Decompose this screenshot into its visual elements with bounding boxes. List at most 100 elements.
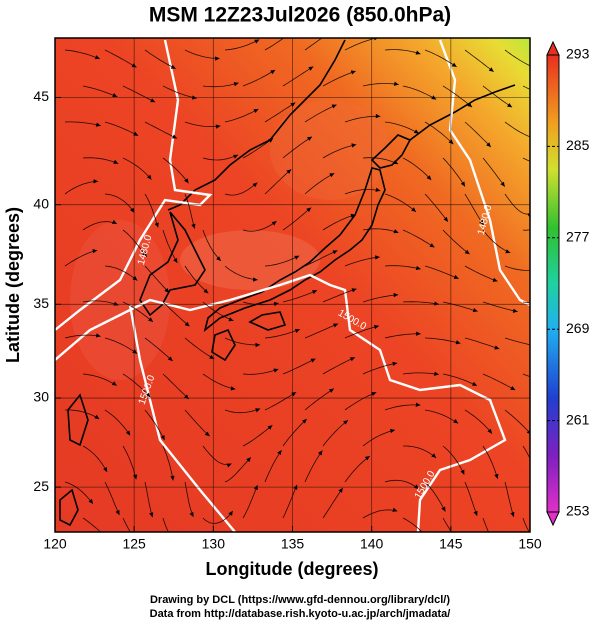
- y-axis-label: Latitude (degrees): [3, 207, 23, 363]
- coastline: [67, 393, 89, 447]
- coastline: [139, 211, 206, 317]
- streamline: [202, 82, 239, 88]
- streamline: [322, 144, 357, 159]
- stream-arrow: [167, 356, 173, 362]
- streamline: [304, 38, 323, 51]
- streamline: [104, 193, 135, 213]
- streamline: [504, 481, 515, 518]
- stream-arrow: [255, 408, 261, 413]
- stream-arrow: [270, 69, 276, 75]
- streamline: [264, 38, 285, 51]
- stream-arrow: [350, 70, 356, 75]
- stream-arrow: [94, 414, 100, 419]
- streamline: [82, 517, 102, 532]
- colorbar-tick-label: 269: [566, 320, 590, 336]
- stream-arrow: [338, 487, 343, 493]
- stream-arrow: [413, 484, 419, 490]
- stream-arrow: [416, 331, 421, 336]
- y-tick-label: 35: [33, 295, 49, 311]
- streamline: [224, 265, 258, 281]
- stream-arrow: [203, 288, 209, 294]
- stream-arrow: [532, 136, 537, 140]
- x-tick-label: 130: [202, 536, 226, 552]
- stream-arrow: [429, 243, 435, 248]
- streamline: [122, 85, 156, 103]
- streamline: [504, 265, 530, 271]
- stream-arrow: [364, 456, 370, 461]
- stream-arrow: [443, 216, 448, 222]
- stream-arrow: [290, 30, 295, 35]
- stream-arrow: [434, 371, 439, 376]
- stream-arrow: [543, 207, 547, 212]
- streamline: [242, 424, 273, 447]
- stream-arrow: [332, 250, 338, 255]
- stream-arrow: [390, 428, 395, 434]
- stream-arrow: [494, 473, 499, 479]
- streamline: [344, 38, 378, 51]
- streamline: [424, 121, 454, 145]
- colorbar-arrow: [546, 511, 560, 527]
- stream-arrow: [255, 342, 261, 348]
- stream-arrow: [535, 474, 539, 479]
- stream-arrow: [329, 173, 335, 178]
- streamlines: [64, 30, 547, 532]
- stream-arrow: [164, 287, 170, 293]
- streamline: [402, 372, 439, 375]
- stream-arrow: [95, 333, 101, 338]
- streamline: [242, 69, 276, 87]
- stream-arrow: [349, 357, 355, 362]
- y-tick-label: 25: [33, 478, 49, 494]
- streamline: [304, 450, 323, 483]
- stream-arrow: [535, 268, 540, 272]
- stream-arrow: [431, 453, 437, 458]
- streamline: [224, 408, 261, 414]
- stream-arrow: [215, 56, 220, 61]
- streamline: [442, 373, 478, 387]
- streamline: [264, 169, 292, 195]
- streamline: [282, 358, 316, 375]
- stream-arrow: [132, 275, 138, 281]
- colorbar-tick-label: 277: [566, 229, 590, 245]
- field-patch: [180, 230, 320, 290]
- streamline: [282, 66, 314, 87]
- streamline: [282, 290, 318, 303]
- stream-arrow: [246, 457, 251, 463]
- colorbar-tick-label: 285: [566, 137, 590, 153]
- streamline: [384, 333, 421, 339]
- streamline: [522, 85, 530, 90]
- streamline: [424, 337, 461, 344]
- streamline: [424, 49, 457, 68]
- streamline: [282, 207, 312, 231]
- stream-arrow: [328, 388, 334, 393]
- x-tick-label: 125: [122, 536, 146, 552]
- colorbar: [546, 54, 560, 513]
- stream-arrow: [473, 510, 478, 516]
- stream-arrow: [392, 361, 398, 366]
- stream-arrow: [113, 159, 119, 164]
- streamline: [322, 288, 357, 303]
- stream-arrow: [415, 402, 421, 407]
- stream-arrow: [216, 256, 221, 261]
- stream-arrow: [252, 182, 258, 188]
- streamline: [144, 193, 159, 228]
- footer-credit: Drawing by DCL (https://www.gfd-dennou.o…: [150, 594, 450, 606]
- stream-arrow: [145, 392, 151, 398]
- streamline: [322, 214, 356, 231]
- streamline: [122, 373, 151, 398]
- stream-arrow: [492, 277, 498, 282]
- streamline: [482, 373, 516, 391]
- streamline: [64, 250, 98, 267]
- stream-arrow: [415, 50, 421, 55]
- stream-arrow: [142, 251, 147, 257]
- stream-arrow: [471, 381, 477, 386]
- streamline: [162, 157, 189, 184]
- streamline: [122, 445, 137, 480]
- stream-arrow: [510, 385, 516, 391]
- footer-source: Data from http://database.rish.kyoto-u.a…: [150, 608, 451, 620]
- stream-arrow: [204, 431, 210, 437]
- stream-arrow: [415, 265, 421, 271]
- field-patch: [270, 100, 390, 200]
- streamline: [122, 157, 152, 180]
- stream-arrow: [273, 368, 279, 373]
- stream-arrow: [129, 207, 135, 213]
